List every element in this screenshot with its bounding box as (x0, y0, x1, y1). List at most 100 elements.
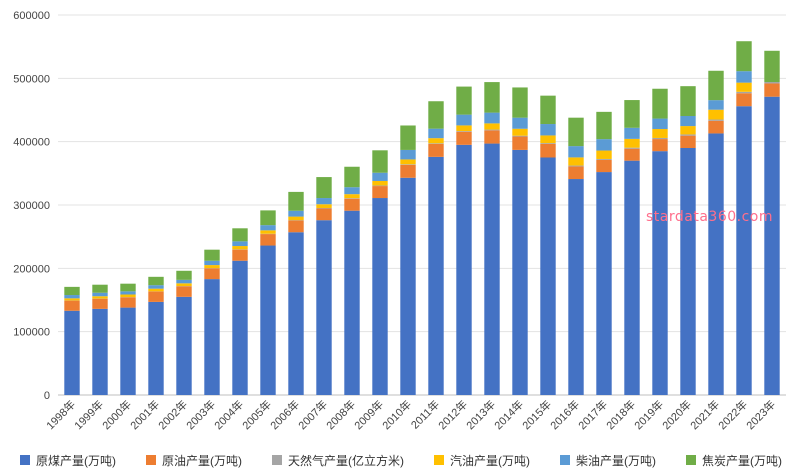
bar-segment-1 (92, 308, 108, 395)
bar-segment-4 (456, 125, 472, 132)
bar-segment-1 (736, 106, 752, 395)
x-tick-label: 2019年 (631, 397, 666, 432)
bar-segment-5 (232, 241, 248, 247)
bar-segment-4 (512, 128, 528, 136)
legend-item: 柴油产量(万吨) (560, 450, 656, 470)
bar-segment-6 (288, 191, 304, 211)
bar-segment-5 (652, 118, 668, 130)
bar-segment-4 (596, 150, 612, 159)
bar-segment-5 (120, 291, 136, 295)
bar-segment-1 (148, 301, 164, 395)
bar-segment-5 (316, 198, 332, 205)
bar-segment-2 (764, 83, 780, 97)
bar-segment-5 (428, 128, 444, 139)
y-tick-label: 400000 (13, 137, 50, 149)
bar-segment-4 (540, 135, 556, 144)
legend-swatch (272, 455, 282, 465)
x-tick-label: 2011年 (408, 397, 442, 431)
bar-segment-4 (428, 138, 444, 144)
bar-segment-2 (428, 143, 444, 157)
bar-segment-3 (596, 158, 612, 160)
legend-label: 天然气产量(亿立方米) (288, 453, 404, 468)
bar-segment-5 (400, 149, 416, 160)
bar-segment-2 (148, 291, 164, 302)
bar-segment-2 (372, 186, 388, 199)
bar-segment-4 (232, 246, 248, 250)
bar-segment-4 (120, 294, 136, 298)
bar-segment-1 (624, 160, 640, 395)
bar-segment-3 (624, 147, 640, 149)
bar-segment-1 (456, 144, 472, 395)
x-tick-label: 2010年 (379, 397, 414, 432)
bar-segment-6 (456, 86, 472, 115)
x-tick-label: 2001年 (127, 397, 162, 432)
legend-label: 汽油产量(万吨) (450, 453, 530, 468)
bar-segment-5 (624, 127, 640, 139)
bar-segment-6 (92, 284, 108, 293)
bar-segment-2 (680, 135, 696, 148)
bar-segment-1 (64, 310, 80, 395)
bar-segment-4 (484, 123, 500, 130)
bar-segment-6 (624, 100, 640, 128)
bar-segment-1 (596, 172, 612, 395)
bar-segment-6 (708, 70, 724, 101)
bar-segment-6 (176, 270, 192, 280)
stacked-bar-chart: 0 100000 200000 300000 400000 500000 600000 199… (13, 10, 786, 432)
x-tick-label: 2004年 (211, 397, 246, 432)
bar-segment-3 (512, 135, 528, 137)
x-tick-label: 1998年 (43, 397, 78, 432)
legend-label: 原油产量(万吨) (162, 453, 242, 468)
legend-item: 原煤产量(万吨) (20, 450, 116, 470)
x-tick-label: 2003年 (183, 397, 218, 432)
bar-segment-5 (288, 210, 304, 217)
bar-segment-1 (540, 157, 556, 395)
x-tick-label: 2020年 (659, 397, 694, 432)
bar-segment-6 (428, 101, 444, 129)
bar-segment-1 (288, 232, 304, 395)
bar-segment-2 (204, 268, 220, 280)
bar-segment-4 (652, 129, 668, 138)
bar-segment-4 (400, 159, 416, 165)
bar-segment-5 (260, 225, 276, 231)
y-tick-label: 300000 (13, 200, 50, 212)
bar-segment-6 (484, 82, 500, 113)
y-tick-label: 0 (44, 390, 50, 402)
bar-segment-4 (708, 109, 724, 120)
bar-segment-6 (568, 117, 584, 147)
bar-segment-2 (512, 136, 528, 150)
legend-swatch (686, 455, 696, 465)
legend: 原煤产量(万吨) 原油产量(万吨) 天然气产量(亿立方米) 汽油产量(万吨) 柴油产量(… (0, 450, 802, 470)
bar-segment-2 (708, 120, 724, 134)
bar-segment-1 (484, 143, 500, 395)
bar-segment-6 (316, 177, 332, 199)
bar-segment-5 (708, 100, 724, 110)
bar-segment-3 (568, 165, 584, 167)
bar-segment-2 (540, 143, 556, 158)
bar-segment-3 (764, 82, 780, 84)
bar-segment-1 (232, 260, 248, 395)
x-tick-label: 2007年 (295, 397, 330, 432)
bar-segment-6 (596, 111, 612, 140)
bar-segment-6 (652, 88, 668, 119)
bar-segment-4 (344, 194, 360, 199)
legend-label: 原煤产量(万吨) (36, 453, 116, 468)
bar-segment-6 (64, 286, 80, 296)
bar-segment-1 (568, 179, 584, 395)
bar-segment-3 (428, 143, 444, 144)
legend-label: 柴油产量(万吨) (576, 453, 656, 468)
bar-segment-4 (64, 298, 80, 301)
bar-segment-3 (484, 129, 500, 131)
bar-segment-4 (288, 216, 304, 221)
legend-item: 焦炭产量(万吨) (686, 450, 782, 470)
bar-segment-3 (456, 131, 472, 132)
bar-segment-2 (596, 159, 612, 173)
bar-segment-4 (176, 283, 192, 287)
bar-segment-6 (232, 228, 248, 242)
bar-segment-6 (736, 41, 752, 72)
bar-segment-6 (260, 210, 276, 226)
bar-segment-2 (92, 298, 108, 309)
x-tick-label: 2021年 (687, 397, 722, 432)
bar-segment-5 (344, 187, 360, 195)
bar-segment-3 (680, 134, 696, 136)
bar-segment-1 (204, 279, 220, 395)
